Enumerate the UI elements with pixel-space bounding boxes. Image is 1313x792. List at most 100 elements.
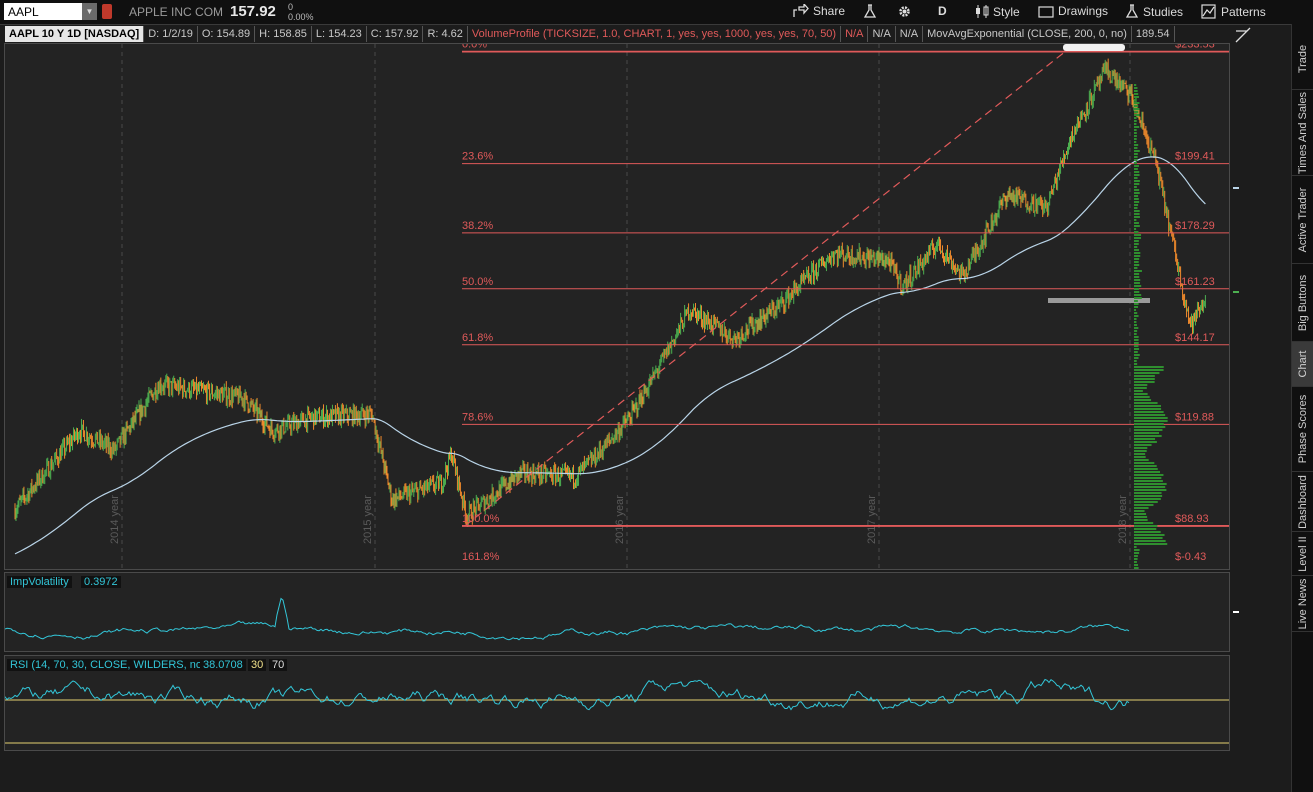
price-axis[interactable] <box>1231 43 1289 570</box>
rsi-level-70: 70 <box>269 659 288 671</box>
volume-profile-bar <box>1134 186 1137 188</box>
flag-icon[interactable] <box>102 4 112 19</box>
volume-profile-bar <box>1134 420 1168 422</box>
volume-profile-bar <box>1134 240 1139 242</box>
impvol-panel[interactable]: ImpVolatility 0.3972 <box>4 572 1230 652</box>
drawings-button[interactable]: Drawings <box>1038 4 1108 20</box>
bar-low: L: 154.23 <box>312 26 367 42</box>
settings-button[interactable] <box>897 4 916 20</box>
chart-symbol-label[interactable]: AAPL 10 Y 1D [NASDAQ] <box>5 26 145 42</box>
right-tab-level-ii[interactable]: Level II <box>1292 532 1313 576</box>
symbol-dropdown-icon[interactable]: ▼ <box>82 3 97 20</box>
fib-level-pct: 100.0% <box>462 513 500 525</box>
volume-profile-study[interactable]: VolumeProfile (TICKSIZE, 1.0, CHART, 1, … <box>468 26 842 42</box>
volume-profile-bar <box>1134 513 1147 515</box>
style-button[interactable]: Style <box>975 4 1020 20</box>
symbol-input[interactable]: AAPL <box>4 3 97 20</box>
impvol-label[interactable]: ImpVolatility <box>7 576 72 588</box>
volume-profile-bar <box>1134 156 1138 158</box>
right-tab-chart[interactable]: Chart <box>1292 342 1313 387</box>
volume-profile-bar <box>1134 384 1148 386</box>
right-tab-active-trader[interactable]: Active Trader <box>1292 176 1313 264</box>
right-tab-trade[interactable]: Trade <box>1292 28 1313 90</box>
volume-profile-bar <box>1134 378 1155 380</box>
volume-profile-bar <box>1134 300 1138 302</box>
volume-profile-bar <box>1134 372 1160 374</box>
share-button[interactable]: Share <box>793 2 845 20</box>
volume-profile-bar <box>1134 108 1140 110</box>
volume-profile-bar <box>1134 90 1138 92</box>
volume-profile-bar <box>1134 426 1166 428</box>
volume-profile-bar <box>1134 429 1163 431</box>
volume-profile-bar <box>1134 312 1138 314</box>
patterns-label: Patterns <box>1221 5 1266 19</box>
patterns-icon <box>1201 4 1216 19</box>
volume-profile-bar <box>1134 465 1157 467</box>
volume-profile-bar <box>1134 450 1147 452</box>
right-side-tabs: Trade Times And Sales Active Trader Big But… <box>1291 24 1313 792</box>
fib-level-pct: 161.8% <box>462 551 500 563</box>
gear-icon <box>899 6 910 17</box>
rsi-level-30: 30 <box>248 659 267 671</box>
volume-profile-bar <box>1134 333 1137 335</box>
volume-profile-bar <box>1134 243 1139 245</box>
flask-button[interactable] <box>863 4 881 20</box>
volume-profile-bar <box>1134 537 1163 539</box>
studies-icon <box>1125 4 1139 18</box>
volume-profile-bar <box>1134 126 1140 128</box>
price-chart-svg[interactable]: 2014 year 2015 year 2016 year 2017 year 2018… <box>5 44 1229 569</box>
rsi-axis[interactable] <box>1231 655 1289 751</box>
volume-profile-bar <box>1134 264 1140 266</box>
patterns-button[interactable]: Patterns <box>1201 4 1266 20</box>
right-tab-dashboard[interactable]: Dashboard <box>1292 472 1313 532</box>
bar-close: C: 157.92 <box>367 26 424 42</box>
volume-profile-bar <box>1134 291 1140 293</box>
price-chart-panel[interactable]: 2014 year 2015 year 2016 year 2017 year 2018… <box>4 43 1230 570</box>
timeframe-button[interactable]: D <box>938 4 947 18</box>
time-axis[interactable] <box>4 753 1230 773</box>
ema-value: 189.54 <box>1132 26 1175 42</box>
volume-profile-bar <box>1134 345 1139 347</box>
volume-profile-bar <box>1134 195 1139 197</box>
last-price: 157.92 <box>230 3 276 20</box>
fib-level-price: $144.17 <box>1175 332 1215 344</box>
volume-profile-bar <box>1134 147 1138 149</box>
volume-profile-bar <box>1134 468 1158 470</box>
volume-profile-bar <box>1134 528 1157 530</box>
fib-level-price: $119.88 <box>1175 411 1214 423</box>
volume-profile-bar <box>1134 168 1138 170</box>
right-tab-phase-scores[interactable]: Phase Scores <box>1292 387 1313 472</box>
volume-profile-bar <box>1134 138 1137 140</box>
volume-profile-bar <box>1134 324 1137 326</box>
rsi-label[interactable]: RSI (14, 70, 30, CLOSE, WILDERS, no) <box>7 659 209 671</box>
volume-profile-bar <box>1134 492 1162 494</box>
volume-profile-bar <box>1134 165 1139 167</box>
volume-profile-bar <box>1134 486 1166 488</box>
right-tab-live-news[interactable]: Live News <box>1292 576 1313 632</box>
volume-profile-bar <box>1134 306 1139 308</box>
volume-profile-bar <box>1134 318 1137 320</box>
ema-study[interactable]: MovAvgExponential (CLOSE, 200, 0, no) <box>923 26 1132 42</box>
volume-profile-bar <box>1134 402 1158 404</box>
right-tab-times-and-sales[interactable]: Times And Sales <box>1292 90 1313 176</box>
top-toolbar: AAPL ▼ APPLE INC COM 157.92 0 0.00% Shar… <box>0 0 1313 25</box>
rsi-panel[interactable]: RSI (14, 70, 30, CLOSE, WILDERS, no) 38.… <box>4 655 1230 751</box>
volume-profile-bar <box>1134 477 1162 479</box>
rsi-svg <box>5 678 1229 744</box>
volume-profile-bar <box>1134 531 1161 533</box>
volume-profile-bar <box>1134 375 1155 377</box>
impvol-axis[interactable] <box>1231 572 1289 652</box>
year-marker-label: 2016 year <box>614 495 626 544</box>
volume-profile-bar <box>1134 447 1148 449</box>
right-tab-label: Dashboard <box>1297 474 1309 529</box>
volume-profile-bar <box>1134 474 1164 476</box>
volume-profile-bar <box>1134 282 1140 284</box>
studies-button[interactable]: Studies <box>1125 4 1183 20</box>
impvol-value: 0.3972 <box>81 576 121 588</box>
volume-profile-bar <box>1134 558 1138 560</box>
right-tab-big-buttons[interactable]: Big Buttons <box>1292 264 1313 342</box>
volume-profile-bar <box>1134 363 1138 365</box>
volume-profile-bar <box>1134 546 1137 548</box>
volume-profile-bar <box>1134 210 1140 212</box>
drawing-tool-icon[interactable] <box>1235 27 1251 43</box>
